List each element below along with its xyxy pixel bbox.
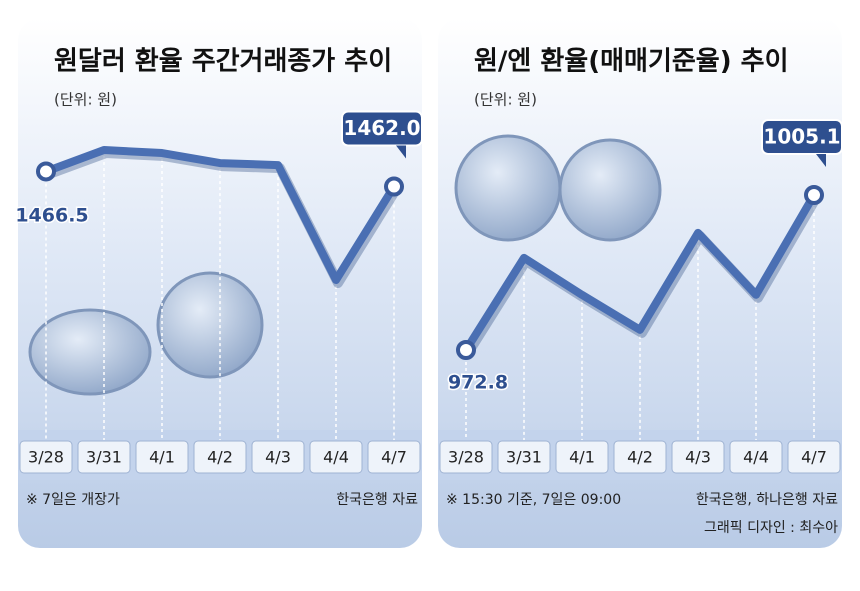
point bbox=[804, 185, 824, 205]
category-box bbox=[729, 440, 783, 474]
category-box bbox=[671, 440, 725, 474]
source: 한국은행 자료 bbox=[336, 492, 418, 508]
category-box bbox=[77, 440, 131, 474]
x-tick-label: 4/3 bbox=[265, 448, 291, 467]
source: 한국은행, 하나은행 자료 bbox=[696, 492, 838, 508]
data-label: 1462.0 bbox=[343, 116, 420, 140]
chart-title: 원/엔 환율(매매기준율) 추이 bbox=[474, 47, 789, 77]
category-box bbox=[19, 440, 73, 474]
subtitle: (단위: 원) bbox=[54, 91, 117, 109]
category-box bbox=[497, 440, 551, 474]
x-tick-label: 4/2 bbox=[207, 448, 233, 467]
point bbox=[456, 340, 476, 360]
data-label: 972.8 bbox=[448, 372, 508, 394]
category-box bbox=[135, 440, 189, 474]
x-tick-label: 4/4 bbox=[743, 448, 769, 467]
x-tick-label: 4/1 bbox=[149, 448, 175, 467]
label-box bbox=[341, 110, 423, 147]
coins bbox=[28, 134, 662, 396]
category-box bbox=[555, 440, 609, 474]
x-tick-label: 3/28 bbox=[448, 448, 484, 467]
x-tick-label: 3/31 bbox=[506, 448, 542, 467]
x-tick-label: 3/28 bbox=[28, 448, 64, 467]
x-tick-label: 4/3 bbox=[685, 448, 711, 467]
line bbox=[44, 146, 398, 284]
subtitle: (단위: 원) bbox=[474, 91, 537, 109]
category-box bbox=[787, 440, 841, 474]
point bbox=[384, 176, 404, 197]
x-tick-label: 4/1 bbox=[569, 448, 595, 467]
category-box bbox=[309, 440, 363, 474]
footnote: ※ 15:30 기준, 7일은 09:00 bbox=[446, 492, 621, 508]
point bbox=[36, 161, 56, 182]
label-box bbox=[761, 119, 843, 155]
x-tick-label: 4/7 bbox=[381, 448, 407, 467]
line bbox=[462, 192, 818, 353]
x-tick-label: 4/7 bbox=[801, 448, 827, 467]
category-box bbox=[367, 440, 421, 474]
x-tick-label: 4/2 bbox=[627, 448, 653, 467]
category-box bbox=[439, 440, 493, 474]
category-box bbox=[193, 440, 247, 474]
label-pointer bbox=[396, 145, 406, 159]
data-label: 1005.1 bbox=[763, 125, 840, 149]
category-box bbox=[613, 440, 667, 474]
footnote: ※ 7일은 개장가 bbox=[26, 492, 120, 508]
x-tick-label: 3/31 bbox=[86, 448, 122, 467]
label-pointer bbox=[816, 154, 826, 167]
category-box bbox=[251, 440, 305, 474]
x-tick-label: 4/4 bbox=[323, 448, 349, 467]
chart-title: 원달러 환율 주간거래종가 추이 bbox=[54, 47, 392, 77]
credit: 그래픽 디자인 : 최수아 bbox=[704, 520, 838, 536]
data-label: 1466.5 bbox=[15, 205, 88, 227]
